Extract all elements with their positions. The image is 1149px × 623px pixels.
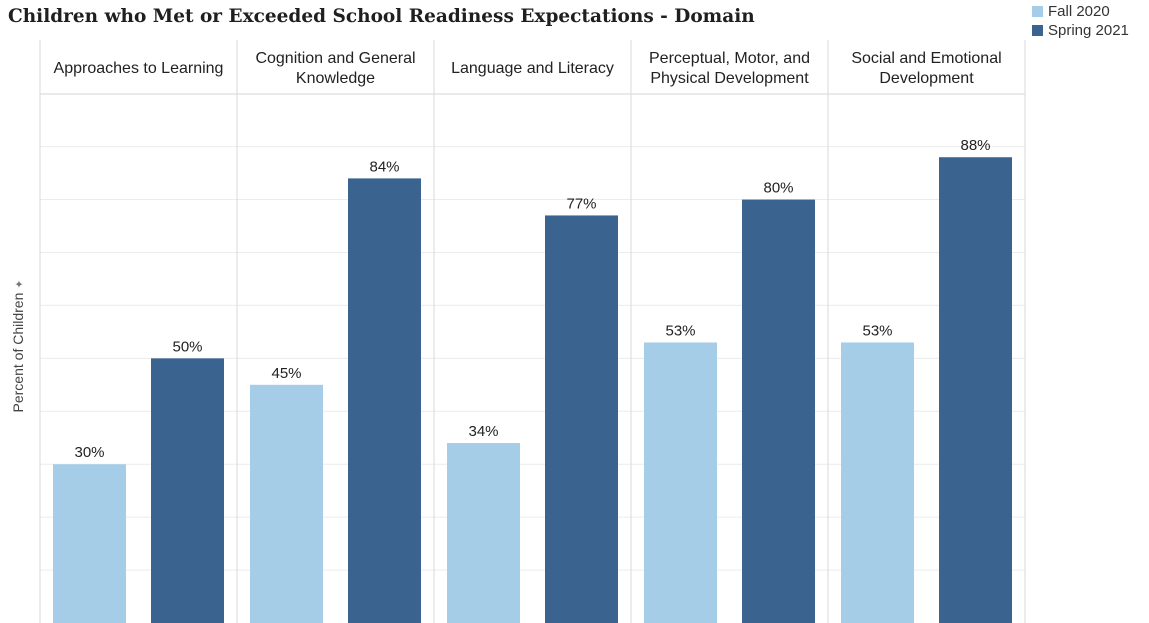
legend-label-spring-2021: Spring 2021: [1048, 22, 1129, 39]
legend-item-spring-2021[interactable]: Spring 2021: [1032, 21, 1129, 40]
bar-fall-2020-social-and-emotional-development: [841, 342, 914, 623]
data-label-fall-2020-cognition-and-general-knowledge: 45%: [271, 365, 301, 382]
bar-spring-2021-cognition-and-general-knowledge: [348, 178, 421, 623]
data-label-fall-2020-perceptual-motor-and-physical-development: 53%: [665, 322, 695, 339]
bar-spring-2021-social-and-emotional-development: [939, 157, 1012, 623]
data-label-spring-2021-approaches-to-learning: 50%: [172, 338, 202, 355]
legend-swatch-fall-2020: [1032, 6, 1043, 17]
panel-header-perceptual-motor-and-physical-development: Physical Development: [650, 70, 809, 87]
legend: Fall 2020 Spring 2021: [1032, 2, 1129, 40]
bar-spring-2021-approaches-to-learning: [151, 358, 224, 623]
panel-header-cognition-and-general-knowledge: Cognition and General: [255, 50, 415, 67]
legend-item-fall-2020[interactable]: Fall 2020: [1032, 2, 1129, 21]
panel-header-perceptual-motor-and-physical-development: Perceptual, Motor, and: [649, 50, 810, 67]
bar-fall-2020-approaches-to-learning: [53, 464, 126, 623]
bar-fall-2020-cognition-and-general-knowledge: [250, 384, 323, 623]
panel-header-cognition-and-general-knowledge: Knowledge: [296, 70, 375, 87]
panel-header-language-and-literacy: Language and Literacy: [451, 60, 614, 77]
data-label-spring-2021-cognition-and-general-knowledge: 84%: [369, 158, 399, 175]
data-label-fall-2020-language-and-literacy: 34%: [468, 423, 498, 440]
bar-fall-2020-language-and-literacy: [447, 443, 520, 623]
panel-header-social-and-emotional-development: Development: [879, 70, 974, 87]
data-label-spring-2021-perceptual-motor-and-physical-development: 80%: [763, 180, 793, 197]
chart-title: Children who Met or Exceeded School Read…: [8, 6, 755, 27]
bar-spring-2021-perceptual-motor-and-physical-development: [742, 199, 815, 623]
legend-swatch-spring-2021: [1032, 25, 1043, 36]
panel-header-approaches-to-learning: Approaches to Learning: [54, 60, 224, 77]
panel-header-social-and-emotional-development: Social and Emotional: [851, 50, 1001, 67]
bar-fall-2020-perceptual-motor-and-physical-development: [644, 342, 717, 623]
data-label-spring-2021-language-and-literacy: 77%: [566, 195, 596, 212]
bar-spring-2021-language-and-literacy: [545, 215, 618, 623]
data-label-fall-2020-social-and-emotional-development: 53%: [862, 322, 892, 339]
data-label-fall-2020-approaches-to-learning: 30%: [74, 444, 104, 461]
data-label-spring-2021-social-and-emotional-development: 88%: [960, 137, 990, 154]
legend-label-fall-2020: Fall 2020: [1048, 3, 1110, 20]
